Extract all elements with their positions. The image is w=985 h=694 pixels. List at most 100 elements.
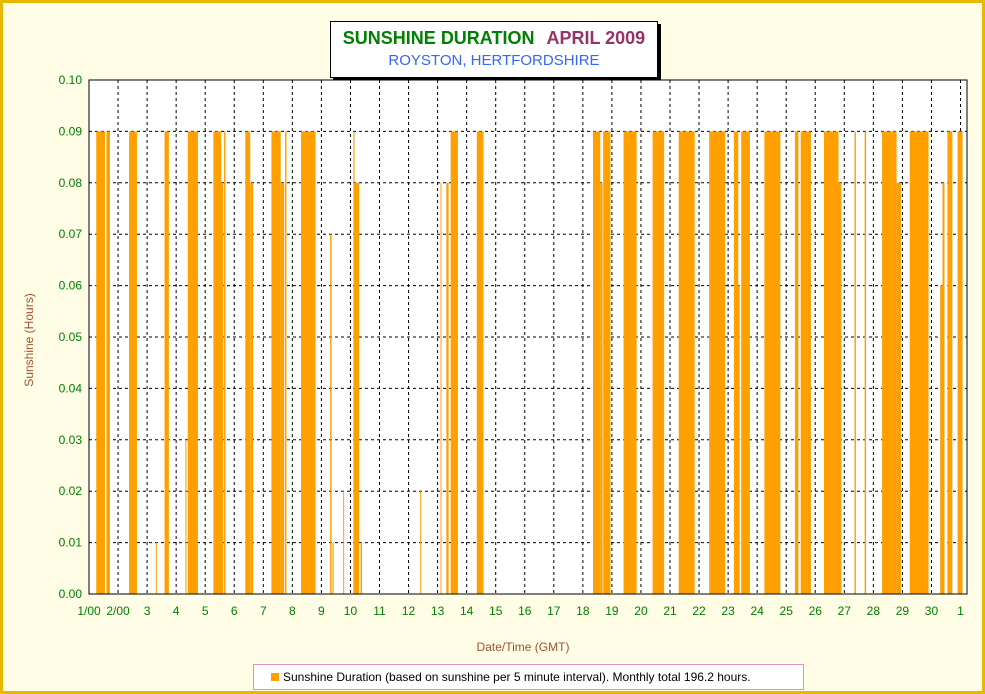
- sunshine-bar: [187, 131, 198, 594]
- y-tick-label: 0.01: [59, 536, 83, 550]
- legend: Sunshine Duration (based on sunshine per…: [253, 664, 804, 690]
- x-tick-label: 19: [605, 604, 619, 618]
- sunshine-bar: [947, 131, 953, 594]
- sunshine-bar: [882, 131, 897, 594]
- sunshine-bar: [623, 131, 637, 594]
- sunshine-bar: [450, 131, 458, 594]
- y-tick-label: 0.00: [59, 587, 83, 601]
- sunshine-bar: [332, 542, 334, 594]
- sunshine-bar: [185, 439, 187, 594]
- sunshine-bar: [476, 131, 484, 594]
- x-tick-label: 25: [780, 604, 794, 618]
- y-tick-label: 0.06: [59, 279, 83, 293]
- sunshine-bar: [741, 131, 750, 594]
- y-tick-label: 0.05: [59, 330, 83, 344]
- sunshine-bar: [354, 182, 360, 595]
- x-tick-label: 11: [373, 604, 386, 618]
- x-tick-label: 26: [809, 604, 823, 618]
- sunshine-bar: [864, 131, 867, 594]
- chart-title: SUNSHINE DURATION APRIL 2009: [331, 28, 657, 49]
- sunshine-bar: [838, 182, 842, 595]
- sunshine-bar: [940, 285, 943, 594]
- sunshine-bar: [420, 491, 422, 594]
- sunshine-bar: [800, 131, 811, 594]
- x-tick-label: 3: [144, 604, 151, 618]
- sunshine-bar: [224, 131, 226, 594]
- x-tick-label: 12: [402, 604, 416, 618]
- x-tick-label: 28: [867, 604, 881, 618]
- sunshine-bar: [96, 131, 105, 594]
- sunshine-bar: [360, 542, 363, 594]
- sunshine-bar: [271, 131, 281, 594]
- x-tick-label: 27: [838, 604, 852, 618]
- sunshine-bar: [219, 182, 224, 595]
- title-text: SUNSHINE DURATION: [342, 28, 535, 48]
- sunshine-bar: [106, 131, 110, 594]
- sunshine-bar: [245, 131, 251, 594]
- sunshine-bar: [301, 131, 316, 594]
- plot-border: [88, 79, 968, 595]
- sunshine-bar: [285, 131, 287, 594]
- x-tick-label: 8: [289, 604, 296, 618]
- sunshine-bar: [957, 131, 963, 594]
- x-tick-label: 29: [896, 604, 910, 618]
- x-tick-label: 22: [692, 604, 706, 618]
- x-tick-label: 2/00: [106, 604, 130, 618]
- x-tick-label: 7: [260, 604, 267, 618]
- sunshine-bar: [129, 131, 137, 594]
- y-tick-label: 0.02: [59, 484, 83, 498]
- y-tick-label: 0.04: [59, 381, 83, 395]
- sunshine-bar: [709, 131, 726, 594]
- sunshine-bar: [353, 131, 355, 594]
- x-tick-label: 5: [202, 604, 209, 618]
- x-tick-label: 13: [431, 604, 445, 618]
- sunshine-bar: [678, 131, 695, 594]
- sunshine-bar: [854, 131, 856, 594]
- x-tick-label: 21: [663, 604, 677, 618]
- x-tick-label: 6: [231, 604, 238, 618]
- x-tick-label: 23: [721, 604, 735, 618]
- title-box: SUNSHINE DURATION APRIL 2009 ROYSTON, HER…: [330, 21, 658, 78]
- sunshine-bar: [280, 182, 285, 595]
- sunshine-bar: [343, 491, 345, 594]
- legend-label: Sunshine Duration (based on sunshine per…: [283, 670, 751, 684]
- sunshine-bar: [440, 182, 442, 595]
- y-tick-label: 0.08: [59, 176, 83, 190]
- sunshine-bar: [652, 131, 665, 594]
- x-tick-label: 16: [518, 604, 532, 618]
- sunshine-bar: [909, 131, 926, 594]
- sunshine-bar: [896, 182, 901, 595]
- sunshine-bar: [764, 131, 781, 594]
- x-tick-label: 30: [925, 604, 939, 618]
- y-tick-label: 0.07: [59, 227, 83, 241]
- sunshine-bar: [446, 182, 449, 595]
- x-axis-title: Date/Time (GMT): [476, 640, 570, 654]
- sunshine-bar: [97, 182, 99, 595]
- sunshine-bar: [603, 131, 611, 594]
- legend-swatch: [271, 672, 279, 681]
- sunshine-bar: [794, 131, 799, 594]
- sunshine-bar: [593, 131, 601, 594]
- x-tick-label: 4: [173, 604, 180, 618]
- sunshine-bar: [736, 285, 740, 594]
- y-tick-label: 0.09: [59, 124, 83, 138]
- sunshine-bar: [213, 131, 222, 594]
- sunshine-bar: [330, 234, 332, 594]
- x-tick-label: 18: [576, 604, 590, 618]
- x-tick-label: 15: [489, 604, 503, 618]
- x-tick-label: 1: [957, 604, 964, 618]
- sunshine-bar: [250, 182, 254, 595]
- x-tick-label: 20: [634, 604, 648, 618]
- title-month: APRIL 2009: [546, 28, 646, 48]
- sunshine-bar: [733, 131, 739, 594]
- x-tick-label: 24: [750, 604, 764, 618]
- sunshine-bar: [155, 542, 157, 594]
- y-tick-label: 0.10: [59, 73, 83, 87]
- chart-subtitle: ROYSTON, HERTFORDSHIRE: [388, 52, 600, 69]
- sunshine-bar: [925, 131, 929, 594]
- x-tick-label: 10: [344, 604, 358, 618]
- sunshine-bar: [164, 131, 169, 594]
- x-tick-label: 9: [318, 604, 325, 618]
- sunshine-bar: [942, 182, 945, 595]
